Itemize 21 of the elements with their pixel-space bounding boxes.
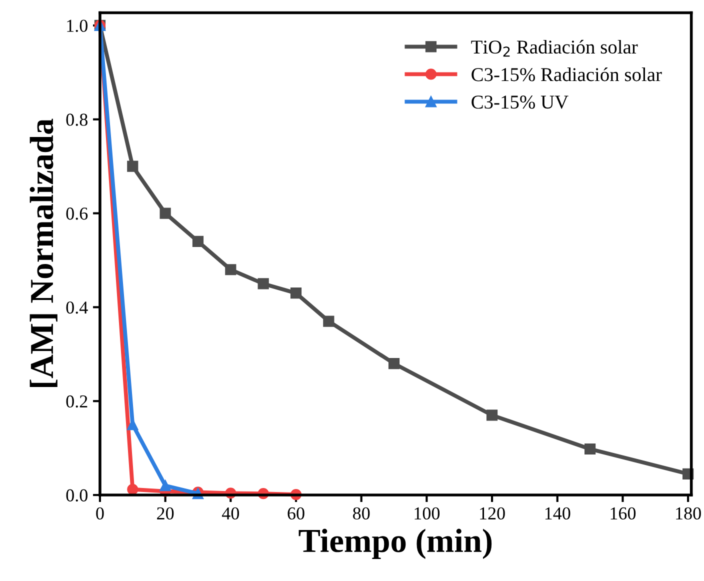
x-tick-label: 100 <box>414 507 440 520</box>
x-tick-label: 160 <box>610 507 636 520</box>
legend-label: C3-15% UV <box>472 96 568 109</box>
y-tick-label: 0.4 <box>66 301 88 314</box>
x-tick-label: 140 <box>545 507 570 520</box>
y-tick-label: 0.0 <box>66 489 88 502</box>
y-tick-label: 0.2 <box>66 395 88 408</box>
x-tick-label: 20 <box>157 507 174 520</box>
y-tick-label: 0.8 <box>66 114 88 126</box>
x-tick-label: 0 <box>96 507 104 520</box>
x-axis-title: Tiempo (min) <box>298 528 492 559</box>
y-tick-label: 0.6 <box>66 208 88 220</box>
x-tick-label: 60 <box>288 507 304 520</box>
x-tick-label: 120 <box>480 507 505 520</box>
x-tick-label: 80 <box>353 507 370 520</box>
y-tick-label: 1.0 <box>67 20 88 32</box>
legend-label: TiO$_{2}$ Radiación solar <box>471 40 638 57</box>
x-tick-label: 40 <box>222 507 239 520</box>
legend-label: C3-15% Radiación solar <box>472 67 662 82</box>
x-tick-label: 180 <box>676 507 701 520</box>
y-axis-title: [AM] Normalizada <box>30 118 58 388</box>
